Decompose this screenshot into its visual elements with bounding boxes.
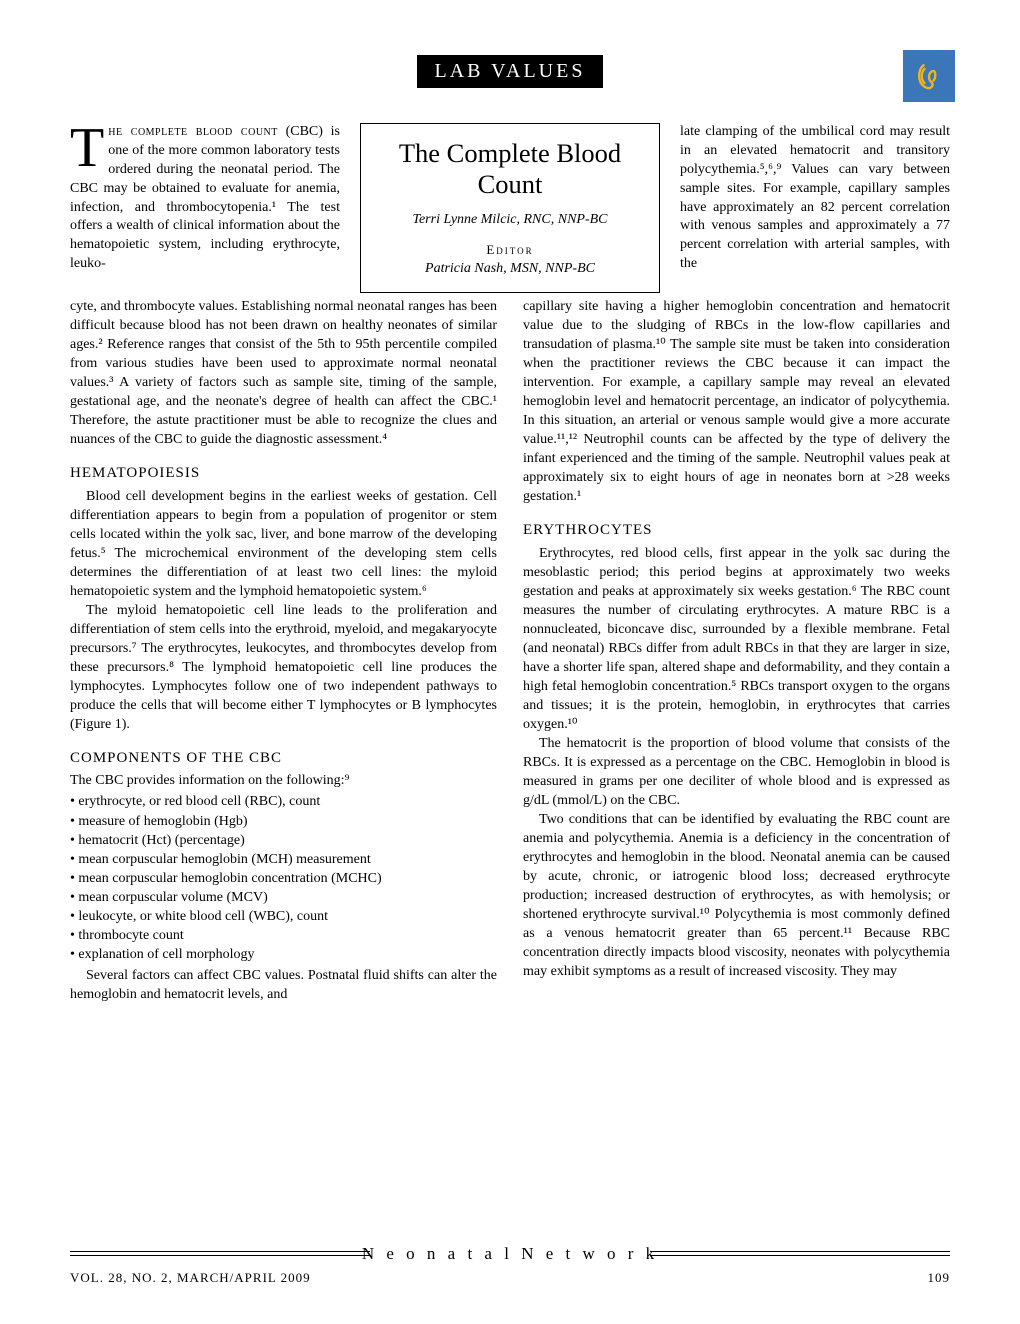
- body-p2: Blood cell development begins in the ear…: [70, 487, 497, 601]
- journal-name: N e o n a t a l N e t w o r k: [70, 1244, 950, 1264]
- list-item: mean corpuscular volume (MCV): [70, 888, 497, 907]
- page-number: 109: [928, 1270, 951, 1286]
- page-footer: N e o n a t a l N e t w o r k VOL. 28, N…: [70, 1244, 950, 1286]
- body-p3: The myloid hematopoietic cell line leads…: [70, 601, 497, 734]
- heading-components: COMPONENTS OF THE CBC: [70, 748, 497, 768]
- title-box: The Complete Blood Count Terri Lynne Mil…: [360, 123, 660, 293]
- body-p4: The CBC provides information on the foll…: [70, 771, 497, 790]
- editor-label: Editor: [381, 242, 639, 258]
- list-item: thrombocyte count: [70, 926, 497, 945]
- list-item: leukocyte, or white blood cell (WBC), co…: [70, 907, 497, 926]
- list-item: explanation of cell morphology: [70, 945, 497, 964]
- body-p9: Two conditions that can be identified by…: [523, 810, 950, 981]
- list-item: mean corpuscular hemoglobin concentratio…: [70, 869, 497, 888]
- ear-icon: [903, 50, 955, 102]
- list-item: hematocrit (Hct) (percentage): [70, 831, 497, 850]
- top-block: The complete blood count (CBC) is one of…: [70, 123, 950, 293]
- body-p6: capillary site having a higher hemoglobi…: [523, 297, 950, 506]
- list-item: measure of hemoglobin (Hgb): [70, 812, 497, 831]
- body-columns: cyte, and thrombocyte values. Establishi…: [70, 297, 950, 1004]
- list-item: erythrocyte, or red blood cell (RBC), co…: [70, 792, 497, 811]
- body-p5: Several factors can affect CBC values. P…: [70, 966, 497, 1004]
- body-p1: cyte, and thrombocyte values. Establishi…: [70, 297, 497, 449]
- components-list: erythrocyte, or red blood cell (RBC), co…: [70, 792, 497, 963]
- body-p7: Erythrocytes, red blood cells, first app…: [523, 544, 950, 734]
- heading-erythrocytes: ERYTHROCYTES: [523, 520, 950, 540]
- body-p8: The hematocrit is the proportion of bloo…: [523, 734, 950, 810]
- intro-right: late clamping of the umbilical cord may …: [680, 123, 950, 293]
- section-badge: Lab Values: [417, 55, 604, 88]
- page-header: Lab Values: [70, 55, 950, 88]
- heading-hematopoiesis: HEMATOPOIESIS: [70, 463, 497, 483]
- article-title: The Complete Blood Count: [381, 138, 639, 200]
- intro-rest: (CBC) is one of the more common laborato…: [70, 124, 340, 271]
- author-name: Terri Lynne Milcic, RNC, NNP-BC: [381, 212, 639, 228]
- editor-name: Patricia Nash, MSN, NNP-BC: [381, 261, 639, 277]
- intro-left: The complete blood count (CBC) is one of…: [70, 123, 340, 293]
- dropcap: T: [70, 123, 108, 173]
- list-item: mean corpuscular hemoglobin (MCH) measur…: [70, 850, 497, 869]
- issue-info: VOL. 28, NO. 2, MARCH/APRIL 2009: [70, 1270, 311, 1286]
- lead-smallcaps: he complete blood count: [108, 124, 278, 139]
